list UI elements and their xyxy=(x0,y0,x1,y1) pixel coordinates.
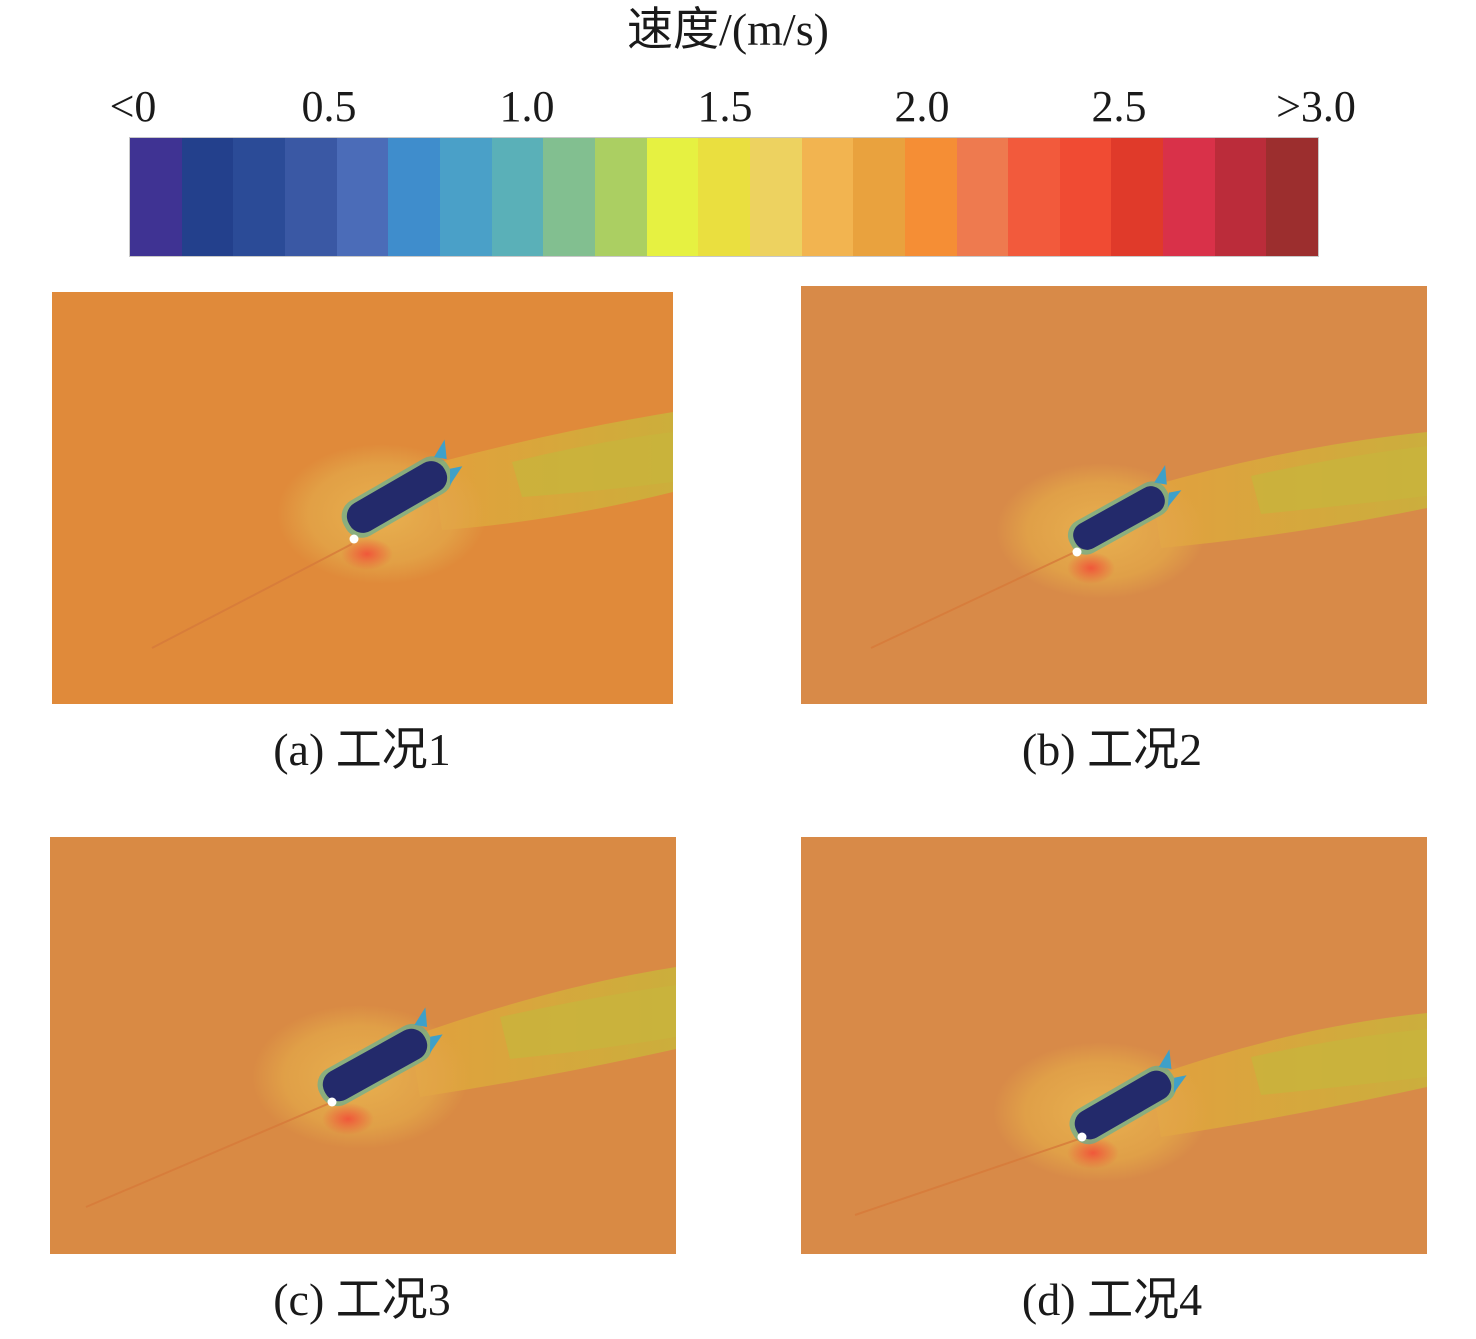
velocity-field-c xyxy=(50,837,676,1254)
stagnation-zone xyxy=(341,538,393,570)
velocity-field-d xyxy=(801,837,1427,1254)
anchor-point xyxy=(349,534,359,544)
colorbar-segment xyxy=(1266,138,1319,256)
colorbar-segment xyxy=(181,138,234,256)
wake-core xyxy=(1251,1029,1427,1095)
colorbar-title: 速度/(m/s) xyxy=(627,4,829,55)
colorbar-segment xyxy=(130,138,182,256)
colorbar-segment xyxy=(543,138,595,256)
vessel-hull xyxy=(341,439,463,538)
panel-caption-a: (a) 工况1 xyxy=(273,724,451,775)
colorbar-segment xyxy=(439,138,492,256)
anchor-point xyxy=(327,1097,337,1107)
colorbar-segment xyxy=(956,138,1009,256)
colorbar xyxy=(130,138,1319,256)
wake-core xyxy=(500,985,676,1059)
mooring-line xyxy=(870,551,1076,649)
stagnation-zone xyxy=(1067,1137,1119,1169)
panel-caption-d: (d) 工况4 xyxy=(1021,1274,1203,1325)
colorbar-tick: >3.0 xyxy=(1276,82,1356,131)
velocity-field-b xyxy=(801,286,1427,704)
colorbar-tick: 1.5 xyxy=(697,82,753,131)
flow-panel-b xyxy=(801,286,1427,704)
colorbar-segment xyxy=(853,138,905,256)
colorbar-segment xyxy=(904,138,957,256)
colorbar-tick: 1.0 xyxy=(499,82,555,131)
mooring-line xyxy=(85,1102,331,1208)
flow-panel-c xyxy=(50,837,676,1254)
vessel-hull xyxy=(317,1007,443,1107)
colorbar-tick: 2.0 xyxy=(894,82,950,131)
colorbar-segment xyxy=(1163,138,1215,256)
colorbar-segment xyxy=(1214,138,1267,256)
anchor-point xyxy=(1072,547,1082,557)
mooring-line xyxy=(151,543,353,649)
wake-core xyxy=(1251,446,1427,514)
colorbar-tick: 0.5 xyxy=(301,82,357,131)
colorbar-segment xyxy=(749,138,802,256)
colorbar-segment xyxy=(284,138,337,256)
colorbar-segment xyxy=(594,138,647,256)
colorbar-segment xyxy=(801,138,854,256)
stagnation-zone xyxy=(1067,552,1115,584)
flow-panel-a xyxy=(52,292,673,704)
flow-panel-d xyxy=(801,837,1427,1254)
colorbar-segment xyxy=(491,138,544,256)
colorbar-segment xyxy=(1111,138,1164,256)
panel-caption-b: (b) 工况2 xyxy=(1021,724,1203,775)
colorbar-segment xyxy=(698,138,750,256)
colorbar-segment xyxy=(336,138,389,256)
panel-caption-c: (c) 工况3 xyxy=(273,1274,451,1325)
mooring-line xyxy=(854,1138,1080,1216)
colorbar-segment xyxy=(646,138,699,256)
colorbar-tick: 2.5 xyxy=(1091,82,1147,131)
velocity-field-a xyxy=(52,292,673,704)
colorbar-segment xyxy=(1059,138,1112,256)
wake-core xyxy=(512,432,673,497)
colorbar-segment xyxy=(388,138,440,256)
stagnation-zone xyxy=(322,1103,374,1135)
anchor-point xyxy=(1077,1132,1087,1142)
colorbar-tick: <0 xyxy=(109,82,157,131)
colorbar-segment xyxy=(1008,138,1060,256)
colorbar-segment xyxy=(233,138,285,256)
